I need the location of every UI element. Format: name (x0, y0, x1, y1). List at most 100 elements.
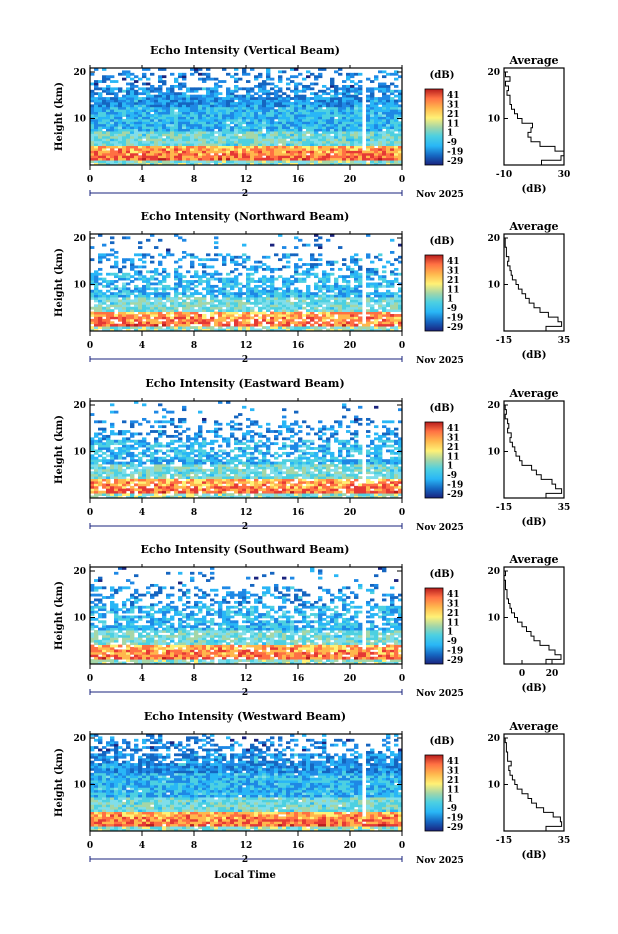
heatmap-cell (290, 326, 294, 329)
heatmap-cell (318, 326, 322, 329)
heatmap-cell (390, 114, 394, 117)
heatmap-cell (330, 326, 334, 329)
heatmap-cell (378, 312, 382, 315)
heatmap-cell (126, 146, 130, 149)
heatmap-cell (186, 493, 190, 496)
heatmap-cell (250, 129, 254, 132)
heatmap-cell (302, 78, 306, 81)
heatmap-cell (114, 292, 118, 295)
heatmap-cell (206, 75, 210, 78)
heatmap-cell (242, 153, 246, 156)
heatmap-cell (174, 131, 178, 134)
heatmap-cell (118, 150, 122, 153)
heatmap-cell (170, 287, 174, 290)
heatmap-cell (246, 126, 250, 129)
heatmap-cell (170, 457, 174, 460)
heatmap-cell (162, 316, 166, 319)
heatmap-cell (374, 160, 378, 163)
heatmap-cell (102, 437, 106, 440)
heatmap-cell (126, 316, 130, 319)
heatmap-cell (178, 321, 182, 324)
heatmap-cell (158, 117, 162, 120)
heatmap-cell (90, 148, 94, 151)
heatmap-cell (298, 295, 302, 298)
heatmap-cell (382, 117, 386, 120)
heatmap-cell (210, 326, 214, 329)
heatmap-cell (174, 95, 178, 98)
heatmap-cell (318, 246, 322, 249)
heatmap-cell (150, 153, 154, 156)
heatmap-cell (202, 304, 206, 307)
heatmap-cell (90, 73, 94, 76)
heatmap-cell (94, 109, 98, 112)
heatmap-cell (162, 304, 166, 307)
heatmap-cell (210, 129, 214, 132)
heatmap-cell (358, 273, 362, 276)
heatmap-cell (266, 268, 270, 271)
heatmap-cell (150, 107, 154, 110)
heatmap-cell (378, 292, 382, 295)
heatmap-cell (202, 126, 206, 129)
heatmap-cell (122, 266, 126, 269)
heatmap-cell (278, 117, 282, 120)
heatmap-cell (114, 442, 118, 445)
heatmap-cell (190, 95, 194, 98)
heatmap-cell (186, 155, 190, 158)
heatmap-cell (222, 258, 226, 261)
heatmap-cell (102, 158, 106, 161)
heatmap-cell (270, 285, 274, 288)
heatmap-cell (170, 469, 174, 472)
heatmap-cell (90, 454, 94, 457)
heatmap-cell (194, 100, 198, 103)
heatmap-cell (182, 136, 186, 139)
heatmap-cell (382, 285, 386, 288)
heatmap-cell (130, 321, 134, 324)
heatmap-cell (374, 270, 378, 273)
heatmap-cell (270, 143, 274, 146)
heatmap-cell (242, 316, 246, 319)
heatmap-cell (290, 133, 294, 136)
heatmap-cell (190, 452, 194, 455)
heatmap-cell (294, 148, 298, 151)
heatmap-cell (182, 287, 186, 290)
heatmap-cell (282, 307, 286, 310)
heatmap-cell (150, 150, 154, 153)
heatmap-cell (106, 466, 110, 469)
heatmap-cell (102, 471, 106, 474)
heatmap-cell (274, 102, 278, 105)
heatmap-cell (102, 253, 106, 256)
heatmap-cell (298, 299, 302, 302)
heatmap-cell (194, 304, 198, 307)
heatmap-cell (334, 102, 338, 105)
heatmap-cell (182, 488, 186, 491)
heatmap-cell (146, 112, 150, 115)
heatmap-cell (230, 158, 234, 161)
heatmap-cell (110, 486, 114, 489)
heatmap-cell (350, 158, 354, 161)
heatmap-cell (334, 87, 338, 90)
heatmap-cell (290, 107, 294, 110)
heatmap-cell (338, 309, 342, 312)
heatmap-cell (170, 309, 174, 312)
heatmap-cell (158, 486, 162, 489)
heatmap-cell (174, 483, 178, 486)
heatmap-cell (390, 124, 394, 127)
heatmap-cell (298, 102, 302, 105)
heatmap-cell (250, 297, 254, 300)
heatmap-cell (162, 270, 166, 273)
heatmap-cell (98, 316, 102, 319)
heatmap-cell (206, 100, 210, 103)
heatmap-cell (254, 119, 258, 122)
heatmap-cell (222, 136, 226, 139)
heatmap-cell (274, 141, 278, 144)
heatmap-cell (206, 92, 210, 95)
heatmap-cell (238, 100, 242, 103)
heatmap-cell (130, 107, 134, 110)
heatmap-cell (330, 312, 334, 315)
heatmap-cell (378, 112, 382, 115)
heatmap-cell (182, 131, 186, 134)
heatmap-cell (106, 319, 110, 322)
heatmap-cell (186, 129, 190, 132)
heatmap-cell (98, 304, 102, 307)
heatmap-cell (246, 146, 250, 149)
